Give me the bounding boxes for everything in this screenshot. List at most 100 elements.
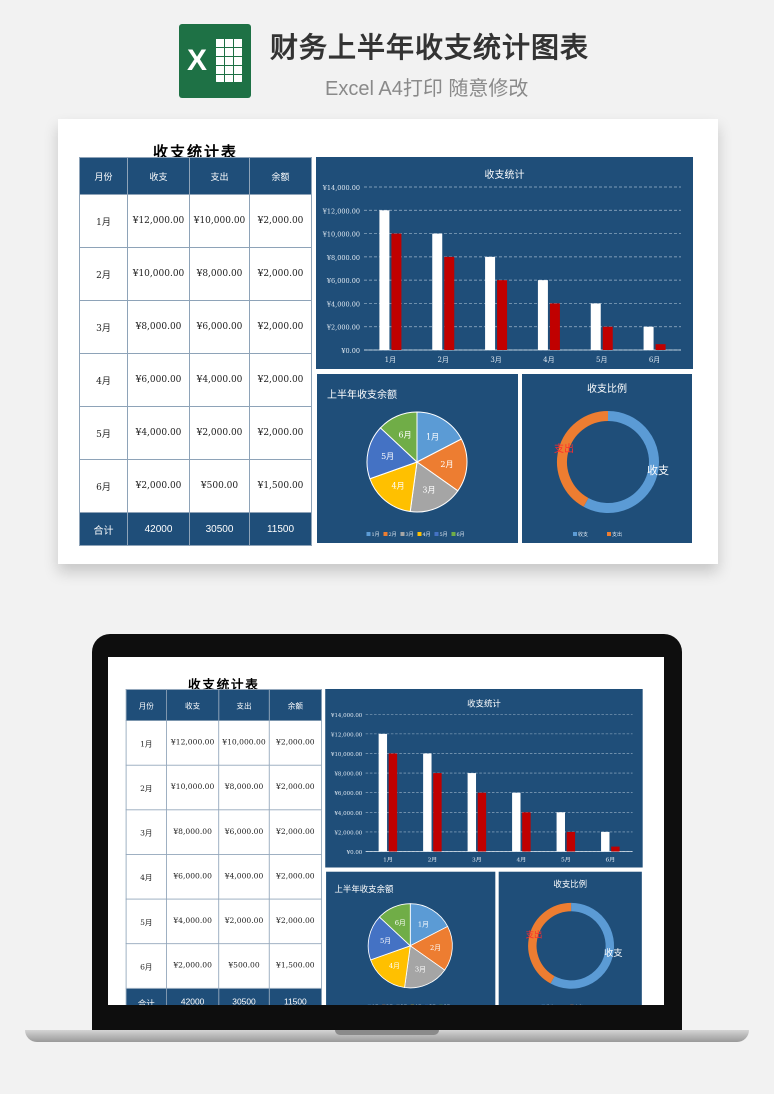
pie-slice[interactable]: [370, 945, 411, 988]
donut-slice[interactable]: [583, 411, 659, 513]
pie-slice[interactable]: [369, 461, 418, 513]
table-cell[interactable]: ¥6,000.00: [166, 854, 220, 900]
table-cell[interactable]: ¥2,000.00: [249, 406, 312, 460]
bar-income[interactable]: [512, 792, 521, 852]
bar-income[interactable]: [467, 773, 477, 852]
bar-expense[interactable]: [566, 831, 576, 852]
total-cell[interactable]: 30500: [218, 987, 270, 1005]
table-cell[interactable]: 5月: [125, 898, 167, 945]
total-cell[interactable]: 42000: [127, 512, 190, 546]
bar-expense[interactable]: [602, 326, 613, 350]
donut-slice[interactable]: [550, 902, 615, 989]
table-cell[interactable]: ¥12,000.00: [166, 720, 220, 766]
table-cell[interactable]: 4月: [125, 854, 167, 900]
bar-income[interactable]: [556, 812, 565, 852]
pie-slice[interactable]: [409, 461, 459, 513]
table-cell[interactable]: ¥2,000.00: [268, 764, 322, 811]
donut-slice[interactable]: [557, 411, 609, 507]
table-cell[interactable]: ¥2,000.00: [268, 854, 322, 900]
table-cell[interactable]: ¥6,000.00: [189, 300, 250, 354]
bar-expense[interactable]: [611, 846, 620, 852]
bar-income[interactable]: [423, 753, 432, 852]
total-cell[interactable]: 30500: [189, 512, 250, 546]
table-cell[interactable]: ¥4,000.00: [127, 406, 190, 460]
bar-expense[interactable]: [497, 280, 508, 350]
table-cell[interactable]: ¥2,000.00: [268, 809, 322, 855]
table-cell[interactable]: ¥2,000.00: [218, 898, 270, 945]
bar-expense[interactable]: [433, 773, 442, 852]
pie-slice[interactable]: [366, 427, 418, 480]
table-cell[interactable]: 6月: [79, 459, 128, 513]
table-cell[interactable]: 2月: [79, 247, 128, 301]
pie-slice[interactable]: [367, 916, 412, 961]
pie-slice[interactable]: [404, 945, 446, 989]
table-cell[interactable]: 6月: [125, 943, 167, 989]
y-tick-label: ¥0.00: [340, 347, 360, 355]
total-cell[interactable]: 合计: [79, 512, 128, 546]
table-cell[interactable]: 1月: [125, 720, 167, 766]
page-subtitle: Excel A4打印 随意修改: [325, 78, 529, 100]
bar-income[interactable]: [432, 233, 443, 350]
table-cell[interactable]: ¥1,500.00: [268, 943, 322, 989]
total-cell[interactable]: 42000: [166, 987, 220, 1005]
table-cell[interactable]: ¥10,000.00: [189, 194, 250, 248]
pie-slice[interactable]: [416, 411, 463, 463]
table-cell[interactable]: ¥2,000.00: [268, 720, 322, 766]
table-cell[interactable]: ¥500.00: [189, 459, 250, 513]
table-cell[interactable]: ¥2,000.00: [268, 898, 322, 945]
table-cell[interactable]: ¥6,000.00: [127, 353, 190, 407]
table-cell[interactable]: 3月: [79, 300, 128, 354]
pie-slice[interactable]: [416, 438, 468, 492]
table-cell[interactable]: 5月: [79, 406, 128, 460]
table-cell[interactable]: ¥12,000.00: [127, 194, 190, 248]
bar-income[interactable]: [537, 280, 548, 350]
table-cell[interactable]: ¥2,000.00: [249, 247, 312, 301]
table-cell[interactable]: ¥4,000.00: [166, 898, 220, 945]
bar-income[interactable]: [379, 210, 390, 350]
table-cell[interactable]: ¥8,000.00: [166, 809, 220, 855]
table-cell[interactable]: ¥10,000.00: [127, 247, 190, 301]
bar-income[interactable]: [590, 303, 601, 350]
bar-income[interactable]: [485, 256, 496, 350]
table-cell[interactable]: 3月: [125, 809, 167, 855]
table-cell[interactable]: ¥8,000.00: [218, 764, 270, 811]
table-cell[interactable]: 2月: [125, 764, 167, 811]
y-tick-label: ¥2,000.00: [326, 324, 360, 332]
table-cell[interactable]: ¥2,000.00: [249, 353, 312, 407]
pie-slice[interactable]: [409, 903, 449, 947]
table-cell[interactable]: ¥8,000.00: [127, 300, 190, 354]
bar-expense[interactable]: [549, 303, 560, 350]
table-cell[interactable]: ¥8,000.00: [189, 247, 250, 301]
table-cell[interactable]: ¥4,000.00: [218, 854, 270, 900]
table-cell[interactable]: ¥2,000.00: [189, 406, 250, 460]
bar-expense[interactable]: [522, 812, 531, 852]
bar-expense[interactable]: [444, 256, 455, 350]
table-cell[interactable]: ¥2,000.00: [249, 194, 312, 248]
table-cell[interactable]: 4月: [79, 353, 128, 407]
bar-expense[interactable]: [391, 233, 402, 350]
total-cell[interactable]: 11500: [249, 512, 312, 546]
pie-slice[interactable]: [378, 903, 411, 947]
table-cell[interactable]: ¥500.00: [218, 943, 270, 989]
pie-slice[interactable]: [409, 925, 453, 971]
table-cell[interactable]: ¥6,000.00: [218, 809, 270, 855]
bar-expense[interactable]: [388, 753, 398, 852]
bar-expense[interactable]: [655, 344, 666, 350]
table-cell[interactable]: ¥2,000.00: [127, 459, 190, 513]
total-row: 合计 42000 30500 11500: [125, 987, 322, 1005]
table-cell[interactable]: ¥4,000.00: [189, 353, 250, 407]
table-cell[interactable]: 1月: [79, 194, 128, 248]
bar-income[interactable]: [601, 831, 610, 852]
table-cell[interactable]: ¥10,000.00: [218, 720, 270, 766]
donut-slice[interactable]: [528, 902, 572, 984]
bar-income[interactable]: [643, 326, 654, 350]
total-cell[interactable]: 11500: [268, 987, 322, 1005]
total-cell[interactable]: 合计: [125, 987, 167, 1005]
table-cell[interactable]: ¥2,000.00: [166, 943, 220, 989]
bar-income[interactable]: [378, 733, 388, 852]
table-cell[interactable]: ¥1,500.00: [249, 459, 312, 513]
pie-slice[interactable]: [379, 411, 418, 464]
table-cell[interactable]: ¥10,000.00: [166, 764, 220, 811]
table-cell[interactable]: ¥2,000.00: [249, 300, 312, 354]
bar-expense[interactable]: [477, 792, 487, 852]
